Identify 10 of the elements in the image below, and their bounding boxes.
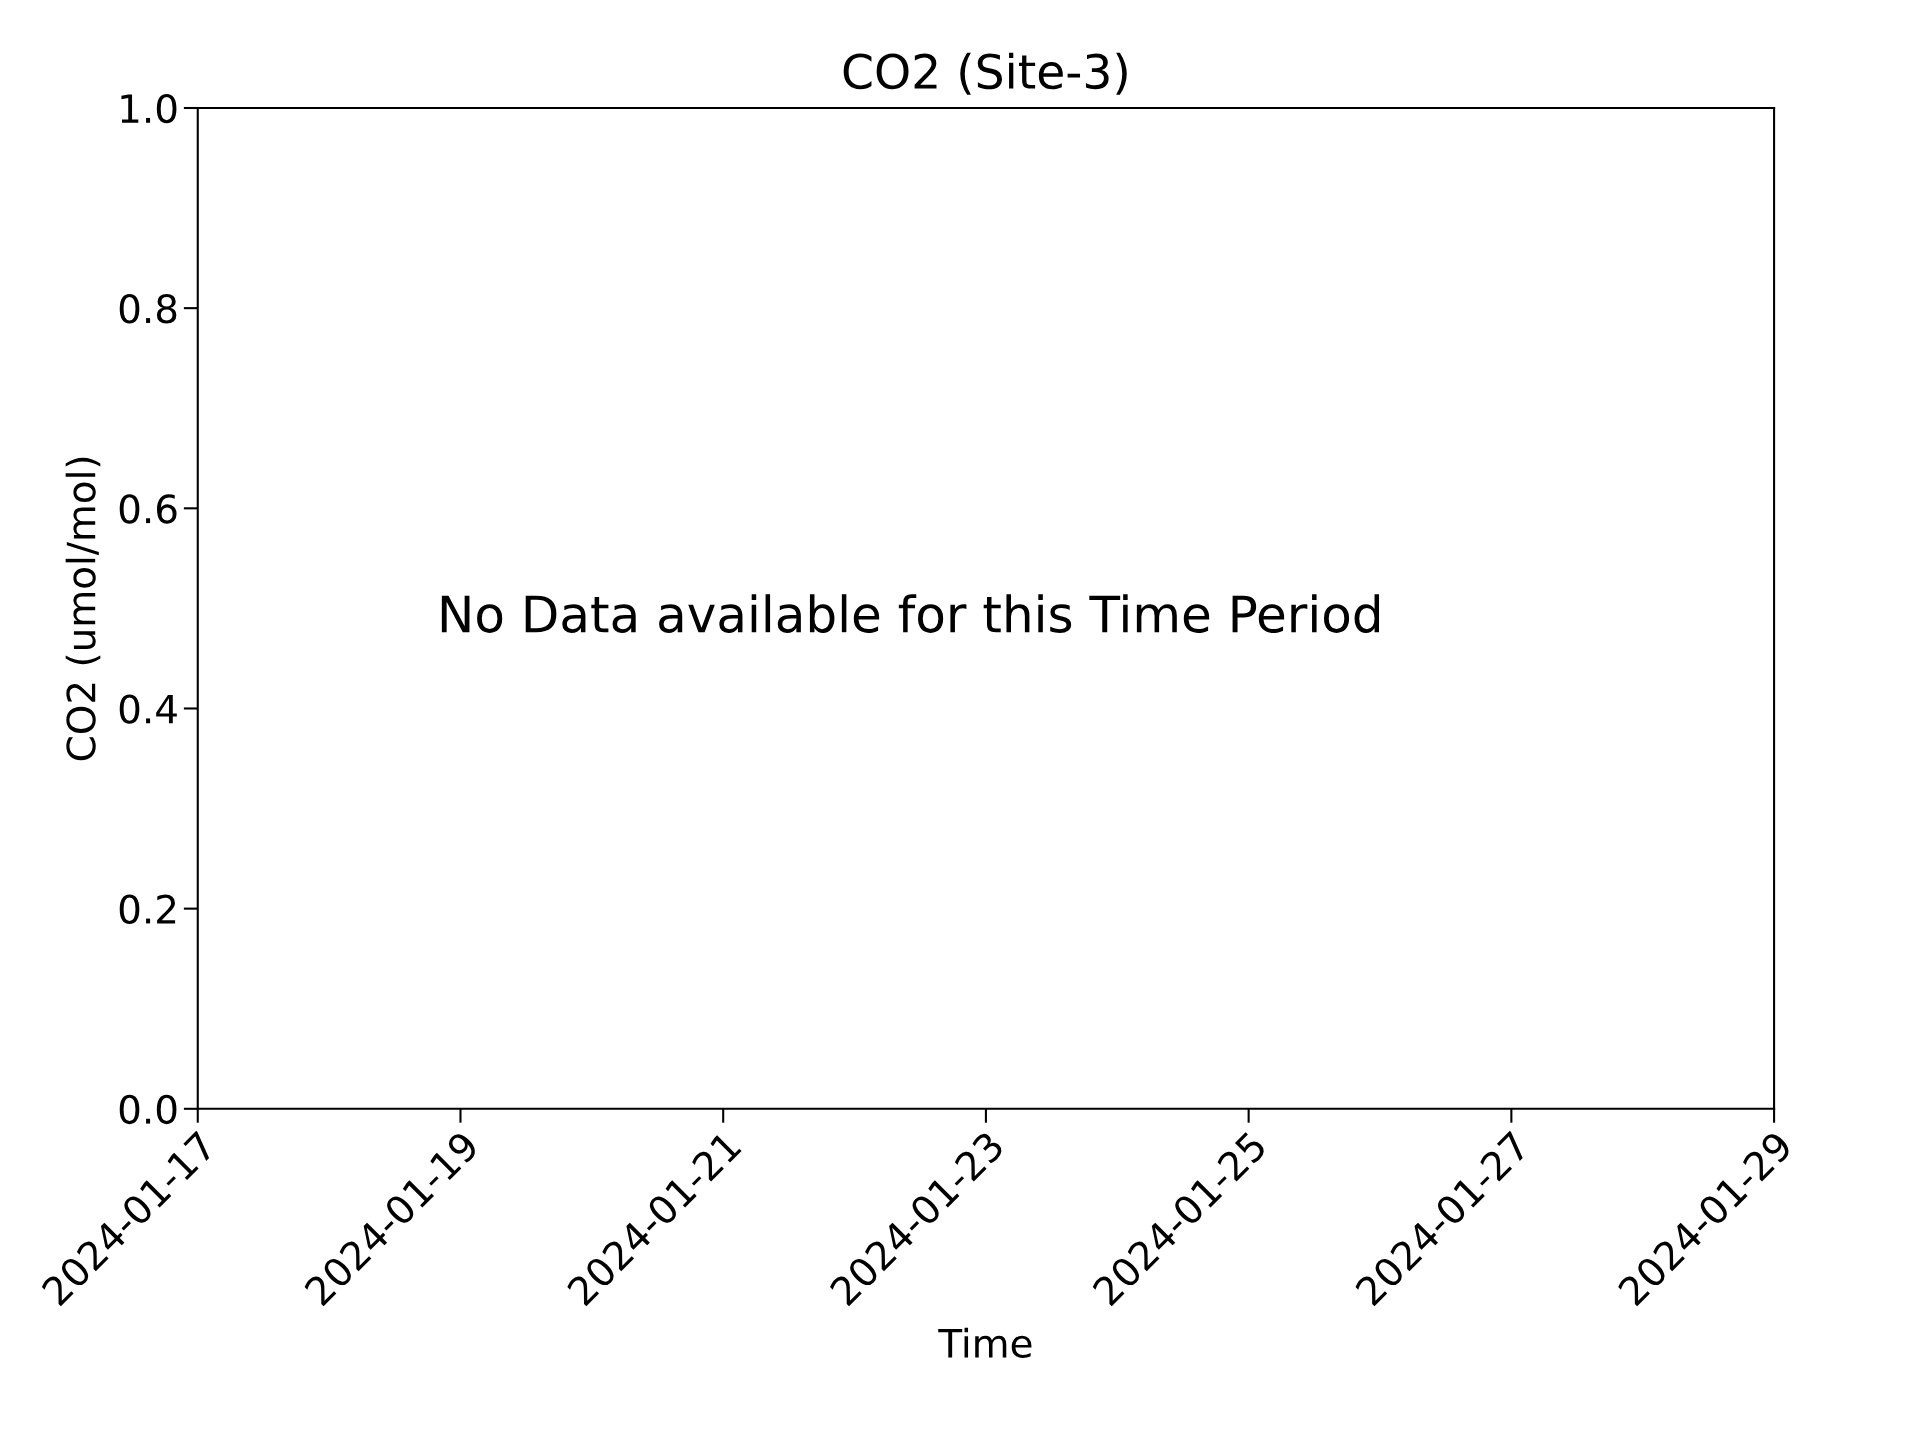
- y-tick-label: 0.0: [119, 1094, 177, 1125]
- chart-title: CO2 (Site-3): [843, 52, 1127, 95]
- y-tick-label: 0.2: [119, 894, 176, 924]
- annotation: No Data available for this Time Period: [441, 594, 1380, 633]
- y-tick-label: 0.4: [119, 694, 177, 724]
- x-axis-title: Time: [938, 1327, 1032, 1358]
- y-tick-label: 1.0: [121, 93, 177, 124]
- y-tick-label: 0.8: [119, 294, 177, 324]
- y-tick-label: 0.6: [119, 494, 177, 524]
- y-axis-title: CO2 (umol/mol): [65, 457, 101, 761]
